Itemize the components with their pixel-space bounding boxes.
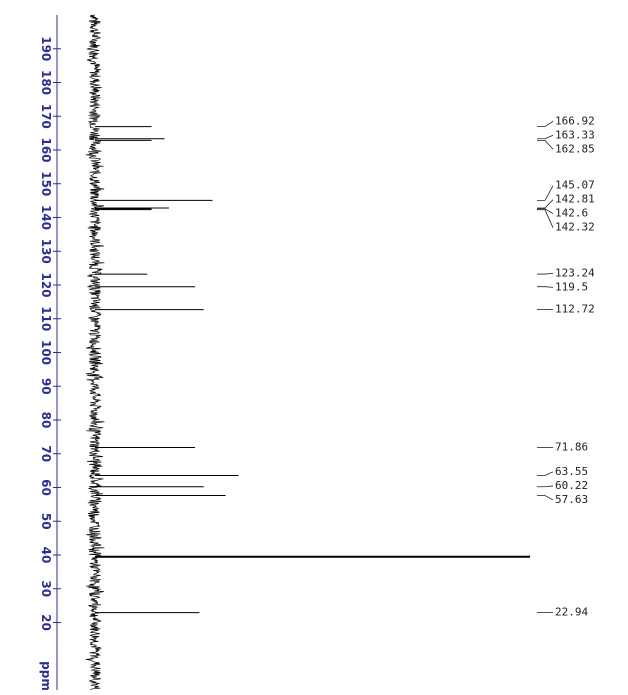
peak-label: 162.85 — [555, 142, 595, 155]
peak-label: 119.5 — [555, 280, 588, 293]
y-tick-label: 130 — [39, 239, 53, 264]
y-tick-label: 160 — [39, 137, 53, 162]
y-tick-label: 90 — [39, 378, 53, 395]
peak-label: 142.6 — [555, 207, 588, 220]
y-tick-label: 30 — [39, 580, 53, 597]
peak-label: 112.72 — [555, 303, 595, 316]
peak-label: 145.07 — [555, 179, 595, 192]
y-tick-label: 140 — [39, 205, 53, 230]
label-connector — [537, 120, 554, 128]
y-tick-label: 20 — [39, 614, 53, 631]
noise-trace — [85, 14, 105, 690]
y-tick-label: 60 — [39, 479, 53, 496]
y-tick-label: 190 — [39, 36, 53, 61]
label-connector — [537, 209, 554, 228]
y-tick-label: 50 — [39, 513, 53, 530]
label-connector — [537, 272, 554, 275]
label-connector — [537, 134, 554, 140]
label-connector — [537, 471, 554, 476]
peak-label: 142.81 — [555, 193, 595, 206]
peak-label: 142.32 — [555, 221, 595, 234]
y-tick-label: 70 — [39, 445, 53, 462]
peak-label: 166.92 — [555, 114, 595, 127]
y-tick-label: 110 — [39, 306, 53, 331]
peak-label: 71.86 — [555, 440, 588, 453]
peak-label: 123.24 — [555, 266, 595, 279]
label-connector — [537, 139, 554, 150]
label-connector — [537, 286, 554, 288]
label-connector — [537, 208, 554, 215]
label-connector — [537, 199, 554, 209]
baseline-noise — [85, 14, 105, 690]
peak-label: 60.22 — [555, 479, 588, 492]
y-axis-label: ppm — [39, 661, 53, 691]
label-connector — [537, 485, 554, 488]
y-tick-label: 180 — [39, 70, 53, 95]
peak-label: 163.33 — [555, 128, 595, 141]
y-tick-label: 120 — [39, 272, 53, 297]
y-tick-label: 40 — [39, 547, 53, 564]
label-connector — [537, 495, 554, 501]
label-connector — [537, 185, 554, 201]
y-tick-label: 150 — [39, 171, 53, 196]
y-tick-label: 170 — [39, 104, 53, 129]
peak-label: 63.55 — [555, 465, 588, 478]
peak-label: 22.94 — [555, 606, 588, 619]
y-tick-label: 80 — [39, 412, 53, 429]
peak-label: 57.63 — [555, 493, 588, 506]
y-tick-label: 100 — [39, 340, 53, 365]
